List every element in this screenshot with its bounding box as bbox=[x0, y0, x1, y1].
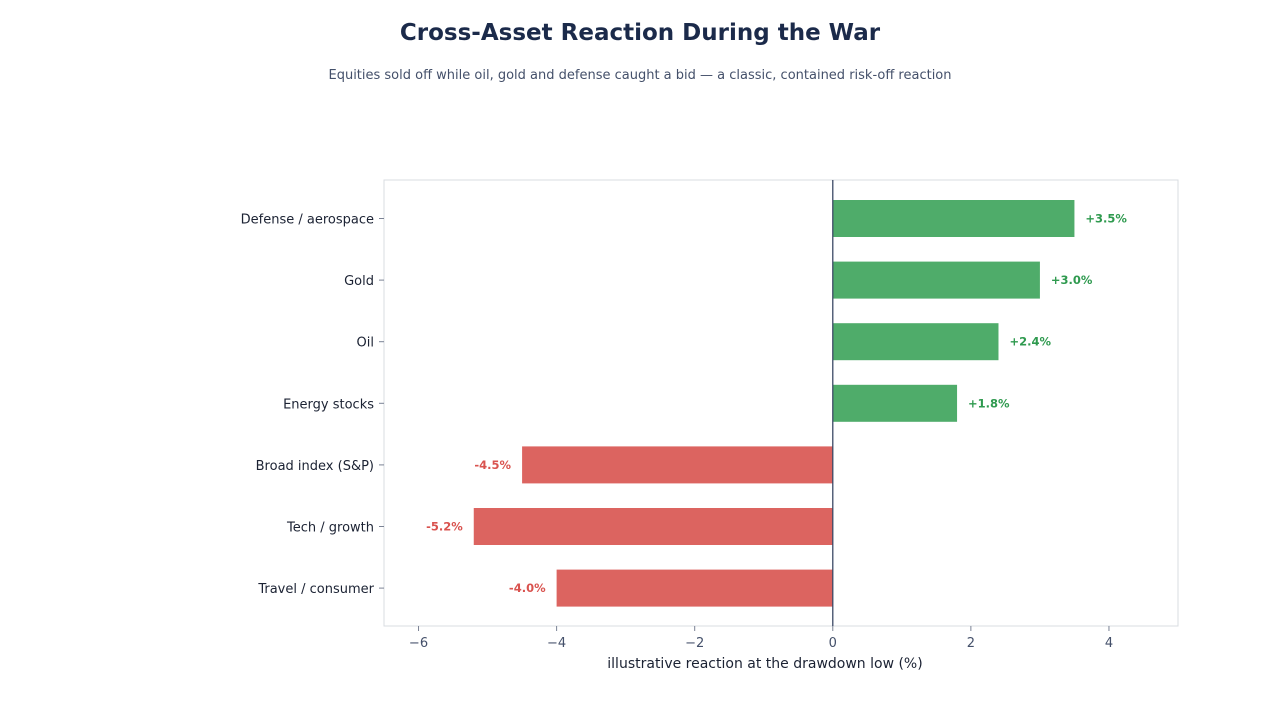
category-label: Travel / consumer bbox=[257, 582, 374, 597]
data-label: +2.4% bbox=[1009, 335, 1051, 349]
data-label: -5.2% bbox=[426, 520, 463, 534]
plot-frame-layer bbox=[383, 179, 1179, 627]
bars-layer bbox=[473, 200, 1075, 607]
bar bbox=[832, 384, 958, 422]
x-tick-label: 4 bbox=[1105, 636, 1113, 651]
chart-title: Cross-Asset Reaction During the War bbox=[399, 20, 881, 46]
data-label: -4.0% bbox=[509, 581, 546, 595]
x-tick-label: −4 bbox=[547, 636, 566, 651]
x-axis-label: illustrative reaction at the drawdown lo… bbox=[607, 656, 922, 672]
data-label: +3.0% bbox=[1051, 273, 1093, 287]
data-label: +3.5% bbox=[1085, 212, 1127, 226]
category-label: Gold bbox=[344, 274, 374, 289]
x-tick-label: −6 bbox=[409, 636, 428, 651]
bar bbox=[832, 200, 1075, 237]
category-label: Oil bbox=[357, 336, 374, 351]
labels-layer: Defense / aerospace +3.5% Gold +3.0% Oil +2.4… bbox=[241, 212, 1128, 652]
category-label: Tech / growth bbox=[286, 521, 374, 536]
data-label: +1.8% bbox=[968, 396, 1010, 410]
chart-subtitle: Equities sold off while oil, gold and de… bbox=[328, 68, 952, 83]
category-label: Energy stocks bbox=[283, 397, 374, 412]
bar bbox=[522, 446, 833, 484]
category-label: Broad index (S&P) bbox=[256, 459, 374, 474]
x-tick-label: 2 bbox=[967, 636, 975, 651]
bar bbox=[473, 508, 833, 545]
category-label: Defense / aerospace bbox=[241, 213, 374, 228]
bar bbox=[832, 323, 999, 361]
data-label: -4.5% bbox=[474, 458, 511, 472]
x-tick-label: −2 bbox=[685, 636, 704, 651]
bar bbox=[832, 261, 1040, 299]
x-tick-label: 0 bbox=[829, 636, 837, 651]
bar bbox=[556, 569, 833, 607]
plot-frame bbox=[383, 179, 1179, 627]
